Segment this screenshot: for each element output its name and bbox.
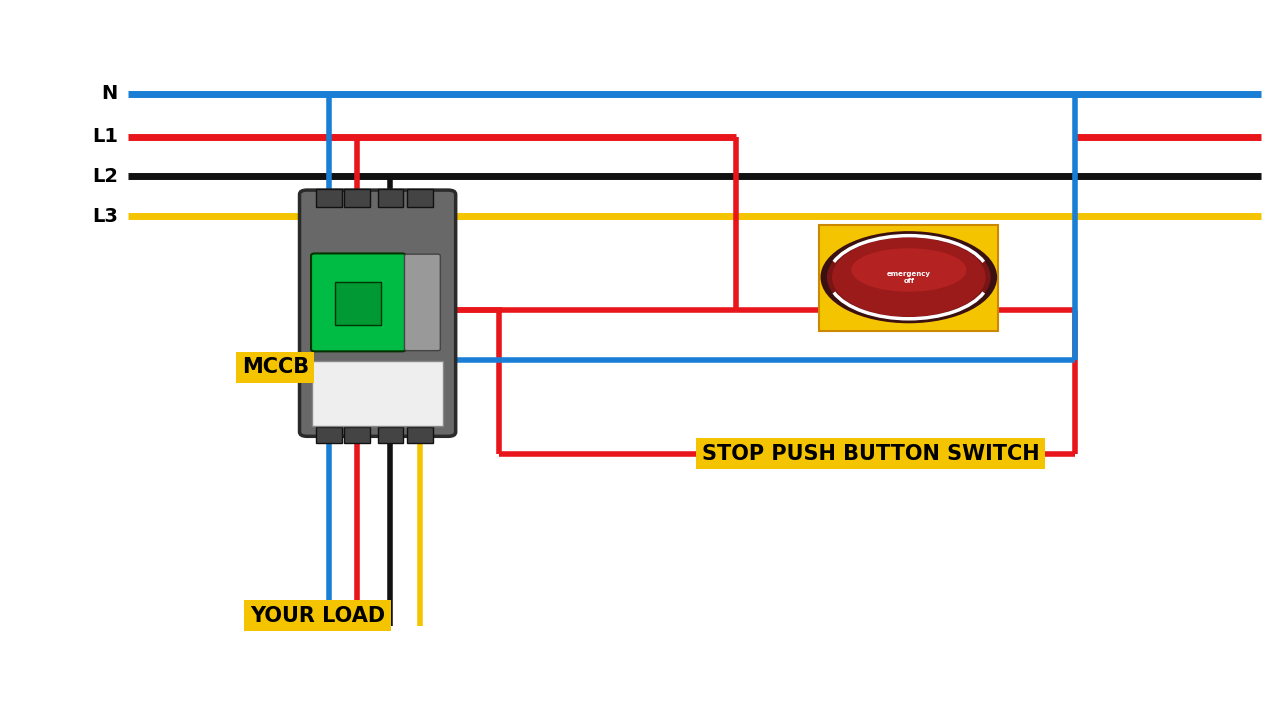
Text: L2: L2 [92,167,118,186]
Text: L3: L3 [92,207,118,225]
Bar [344,427,370,443]
Text: L1: L1 [92,127,118,146]
Bar [378,189,403,207]
Bar [335,282,381,325]
Bar [819,225,998,331]
Bar [407,427,433,443]
Ellipse shape [832,238,986,317]
FancyBboxPatch shape [311,253,406,351]
Text: MCCB: MCCB [242,357,308,377]
Ellipse shape [820,231,997,323]
Bar [378,427,403,443]
Bar [312,361,443,426]
Ellipse shape [827,235,991,320]
Text: emergency
off: emergency off [887,271,931,284]
FancyBboxPatch shape [404,254,440,351]
Bar [316,427,342,443]
Text: YOUR LOAD: YOUR LOAD [250,606,385,626]
FancyBboxPatch shape [300,190,456,436]
Ellipse shape [851,248,966,292]
Text: N: N [101,84,118,103]
Bar [344,189,370,207]
Text: STOP PUSH BUTTON SWITCH: STOP PUSH BUTTON SWITCH [701,444,1039,464]
Bar [407,189,433,207]
Bar [316,189,342,207]
